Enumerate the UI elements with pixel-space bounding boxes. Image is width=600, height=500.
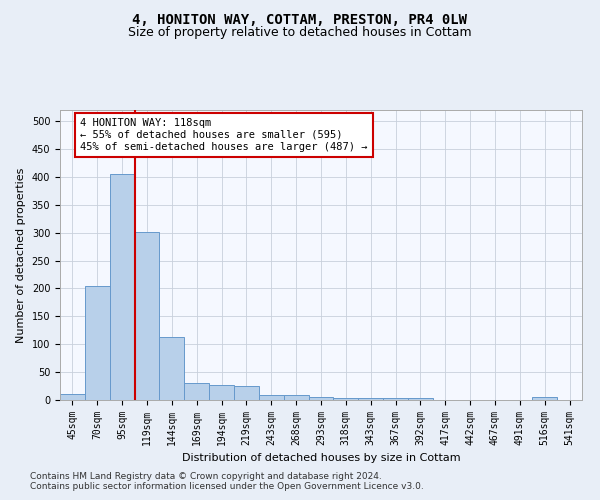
Bar [110, 174, 134, 400]
Bar [184, 384, 209, 400]
Y-axis label: Number of detached properties: Number of detached properties [16, 168, 26, 342]
Bar [284, 395, 308, 400]
Bar [358, 398, 383, 400]
Text: 4, HONITON WAY, COTTAM, PRESTON, PR4 0LW: 4, HONITON WAY, COTTAM, PRESTON, PR4 0LW [133, 12, 467, 26]
Text: Contains public sector information licensed under the Open Government Licence v3: Contains public sector information licen… [30, 482, 424, 491]
Bar [308, 396, 334, 400]
Bar [160, 337, 184, 400]
Bar [259, 395, 284, 400]
Bar [134, 232, 160, 400]
Bar [383, 398, 408, 400]
Bar [532, 397, 557, 400]
Bar [85, 286, 110, 400]
Bar [209, 385, 234, 400]
Bar [408, 398, 433, 400]
Bar [60, 394, 85, 400]
X-axis label: Distribution of detached houses by size in Cottam: Distribution of detached houses by size … [182, 454, 460, 464]
Bar [334, 398, 358, 400]
Text: Contains HM Land Registry data © Crown copyright and database right 2024.: Contains HM Land Registry data © Crown c… [30, 472, 382, 481]
Text: Size of property relative to detached houses in Cottam: Size of property relative to detached ho… [128, 26, 472, 39]
Bar [234, 386, 259, 400]
Text: 4 HONITON WAY: 118sqm
← 55% of detached houses are smaller (595)
45% of semi-det: 4 HONITON WAY: 118sqm ← 55% of detached … [80, 118, 367, 152]
